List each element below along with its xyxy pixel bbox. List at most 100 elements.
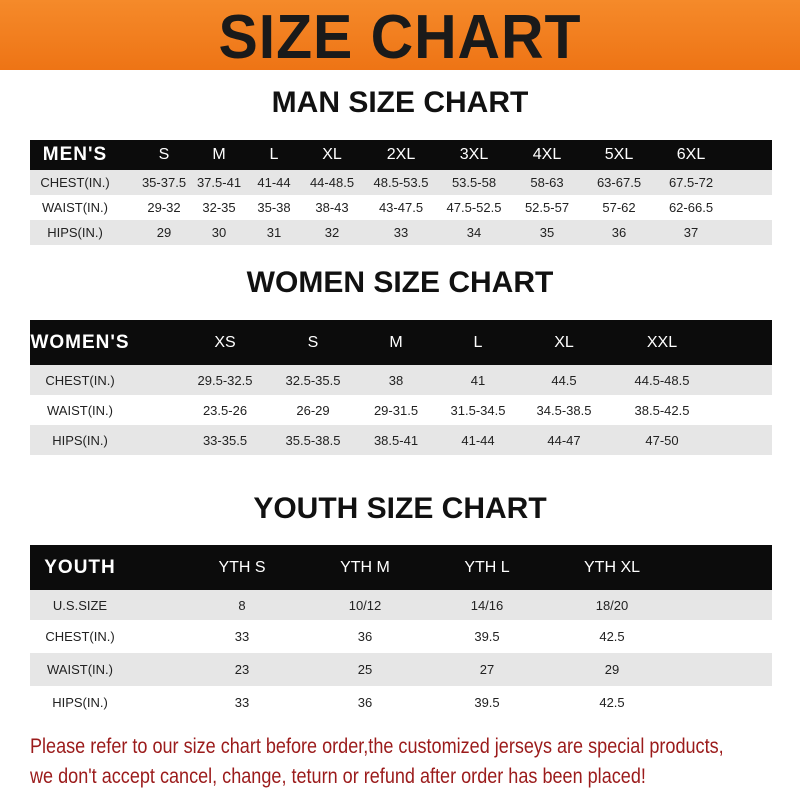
table-cell: 39.5: [474, 695, 500, 710]
table-header-row: MEN'S S M L XL 2XL 3XL 4XL 5XL 6XL: [30, 140, 772, 170]
table-cell: 31: [266, 225, 282, 240]
table-cell: 32: [324, 225, 340, 240]
table-cell: 29.5-32.5: [197, 372, 253, 388]
table-cell: 34.5-38.5: [536, 402, 592, 418]
table-cell: 39.5: [474, 629, 500, 644]
table-cell: 37: [683, 225, 699, 240]
table-header-row: YOUTH YTH S YTH M YTH L YTH XL: [30, 545, 772, 590]
table-row: CHEST(IN.) 35-37.5 37.5-41 41-44 44-48.5 48.5…: [30, 170, 772, 195]
table-cell: 57-62: [602, 200, 636, 215]
table-cell: 27: [479, 662, 495, 677]
size-header: XS: [214, 333, 236, 351]
row-label: U.S.SIZE: [52, 597, 108, 613]
row-label: WAIST(IN.): [42, 200, 108, 215]
table-row: HIPS(IN.) 33-35.5 35.5-38.5 38.5-41 41-44 44-…: [30, 425, 772, 455]
row-label: HIPS(IN.): [47, 225, 103, 240]
size-header: YTH L: [464, 558, 510, 576]
page-title: SIZE CHART: [218, 3, 582, 72]
men-section-title: MAN SIZE CHART: [271, 86, 529, 119]
table-row: HIPS(IN.) 29 30 31 32 33 34 35 36 37: [30, 220, 772, 245]
table-title-cell: WOMEN'S: [30, 331, 130, 353]
note-line-1: Please refer to our size chart before or…: [30, 735, 724, 758]
row-label: HIPS(IN.): [52, 432, 108, 448]
size-header: 5XL: [604, 146, 634, 163]
row-label: CHEST(IN.): [45, 372, 115, 388]
table-title-cell: YOUTH: [44, 556, 116, 578]
size-header: 2XL: [386, 146, 416, 163]
table-cell: 36: [357, 629, 373, 644]
note-line-2: we don't accept cancel, change, teturn o…: [30, 765, 646, 788]
table-cell: 35.5-38.5: [285, 432, 341, 448]
table-row: HIPS(IN.) 33 36 39.5 42.5: [30, 686, 772, 719]
table-cell: 35-38: [257, 200, 291, 215]
size-header: M: [389, 333, 403, 351]
table-row: U.S.SIZE 8 10/12 14/16 18/20: [30, 590, 772, 620]
table-cell: 63-67.5: [596, 175, 642, 190]
table-cell: 23.5-26: [202, 402, 248, 418]
size-header: 6XL: [676, 146, 706, 163]
table-cell: 44.5: [551, 372, 577, 388]
table-cell: 48.5-53.5: [373, 175, 429, 190]
size-header: YTH S: [218, 558, 266, 576]
size-header: XL: [554, 333, 574, 351]
table-cell: 36: [357, 695, 373, 710]
table-cell: 38.5-42.5: [634, 402, 690, 418]
table-cell: 52.5-57: [524, 200, 570, 215]
table-cell: 41: [470, 372, 486, 388]
table-cell: 33: [234, 629, 250, 644]
title-banner: SIZE CHART: [0, 0, 800, 72]
size-header: YTH XL: [583, 558, 641, 576]
row-label: WAIST(IN.): [47, 402, 113, 418]
table-cell: 44-47: [547, 432, 581, 448]
table-cell: 30: [211, 225, 227, 240]
table-cell: 31.5-34.5: [450, 402, 506, 418]
table-cell: 29-32: [147, 200, 181, 215]
size-header: XXL: [646, 333, 678, 351]
table-header-row: WOMEN'S XS S M L XL XXL: [30, 320, 772, 365]
table-cell: 29: [604, 662, 620, 677]
size-header: L: [269, 146, 279, 163]
table-cell: 62-66.5: [668, 200, 714, 215]
table-cell: 8: [238, 597, 246, 613]
table-cell: 32.5-35.5: [285, 372, 341, 388]
size-header: 3XL: [459, 146, 489, 163]
table-cell: 47.5-52.5: [446, 200, 502, 215]
size-header: XL: [322, 146, 342, 163]
table-cell: 41-44: [461, 432, 495, 448]
row-label: HIPS(IN.): [52, 695, 108, 710]
table-cell: 41-44: [257, 175, 291, 190]
table-cell: 38.5-41: [373, 432, 419, 448]
table-cell: 18/20: [595, 597, 629, 613]
table-cell: 42.5: [599, 695, 625, 710]
table-cell: 38-43: [315, 200, 349, 215]
table-cell: 67.5-72: [668, 175, 714, 190]
table-cell: 25: [357, 662, 373, 677]
table-cell: 29-31.5: [373, 402, 419, 418]
table-cell: 35: [539, 225, 555, 240]
table-cell: 33: [234, 695, 250, 710]
table-row: WAIST(IN.) 23 25 27 29: [30, 653, 772, 686]
table-cell: 32-35: [202, 200, 236, 215]
size-header: S: [158, 146, 170, 163]
table-cell: 33-35.5: [202, 432, 248, 448]
row-label: WAIST(IN.): [47, 662, 113, 677]
table-cell: 14/16: [470, 597, 504, 613]
table-cell: 29: [156, 225, 172, 240]
table-cell: 23: [234, 662, 250, 677]
table-cell: 44.5-48.5: [634, 372, 690, 388]
table-title-cell: MEN'S: [42, 144, 108, 165]
table-cell: 37.5-41: [196, 175, 242, 190]
table-cell: 34: [466, 225, 482, 240]
size-header: 4XL: [532, 146, 562, 163]
size-header: S: [307, 333, 319, 351]
table-cell: 47-50: [645, 432, 679, 448]
table-cell: 10/12: [348, 597, 382, 613]
table-cell: 38: [388, 372, 404, 388]
table-cell: 35-37.5: [141, 175, 187, 190]
youth-section-title: YOUTH SIZE CHART: [253, 492, 547, 525]
size-header: M: [212, 146, 226, 163]
table-cell: 26-29: [296, 402, 330, 418]
table-row: WAIST(IN.) 23.5-26 26-29 29-31.5 31.5-34.5 34…: [30, 395, 772, 425]
table-cell: 42.5: [599, 629, 625, 644]
table-cell: 36: [611, 225, 627, 240]
